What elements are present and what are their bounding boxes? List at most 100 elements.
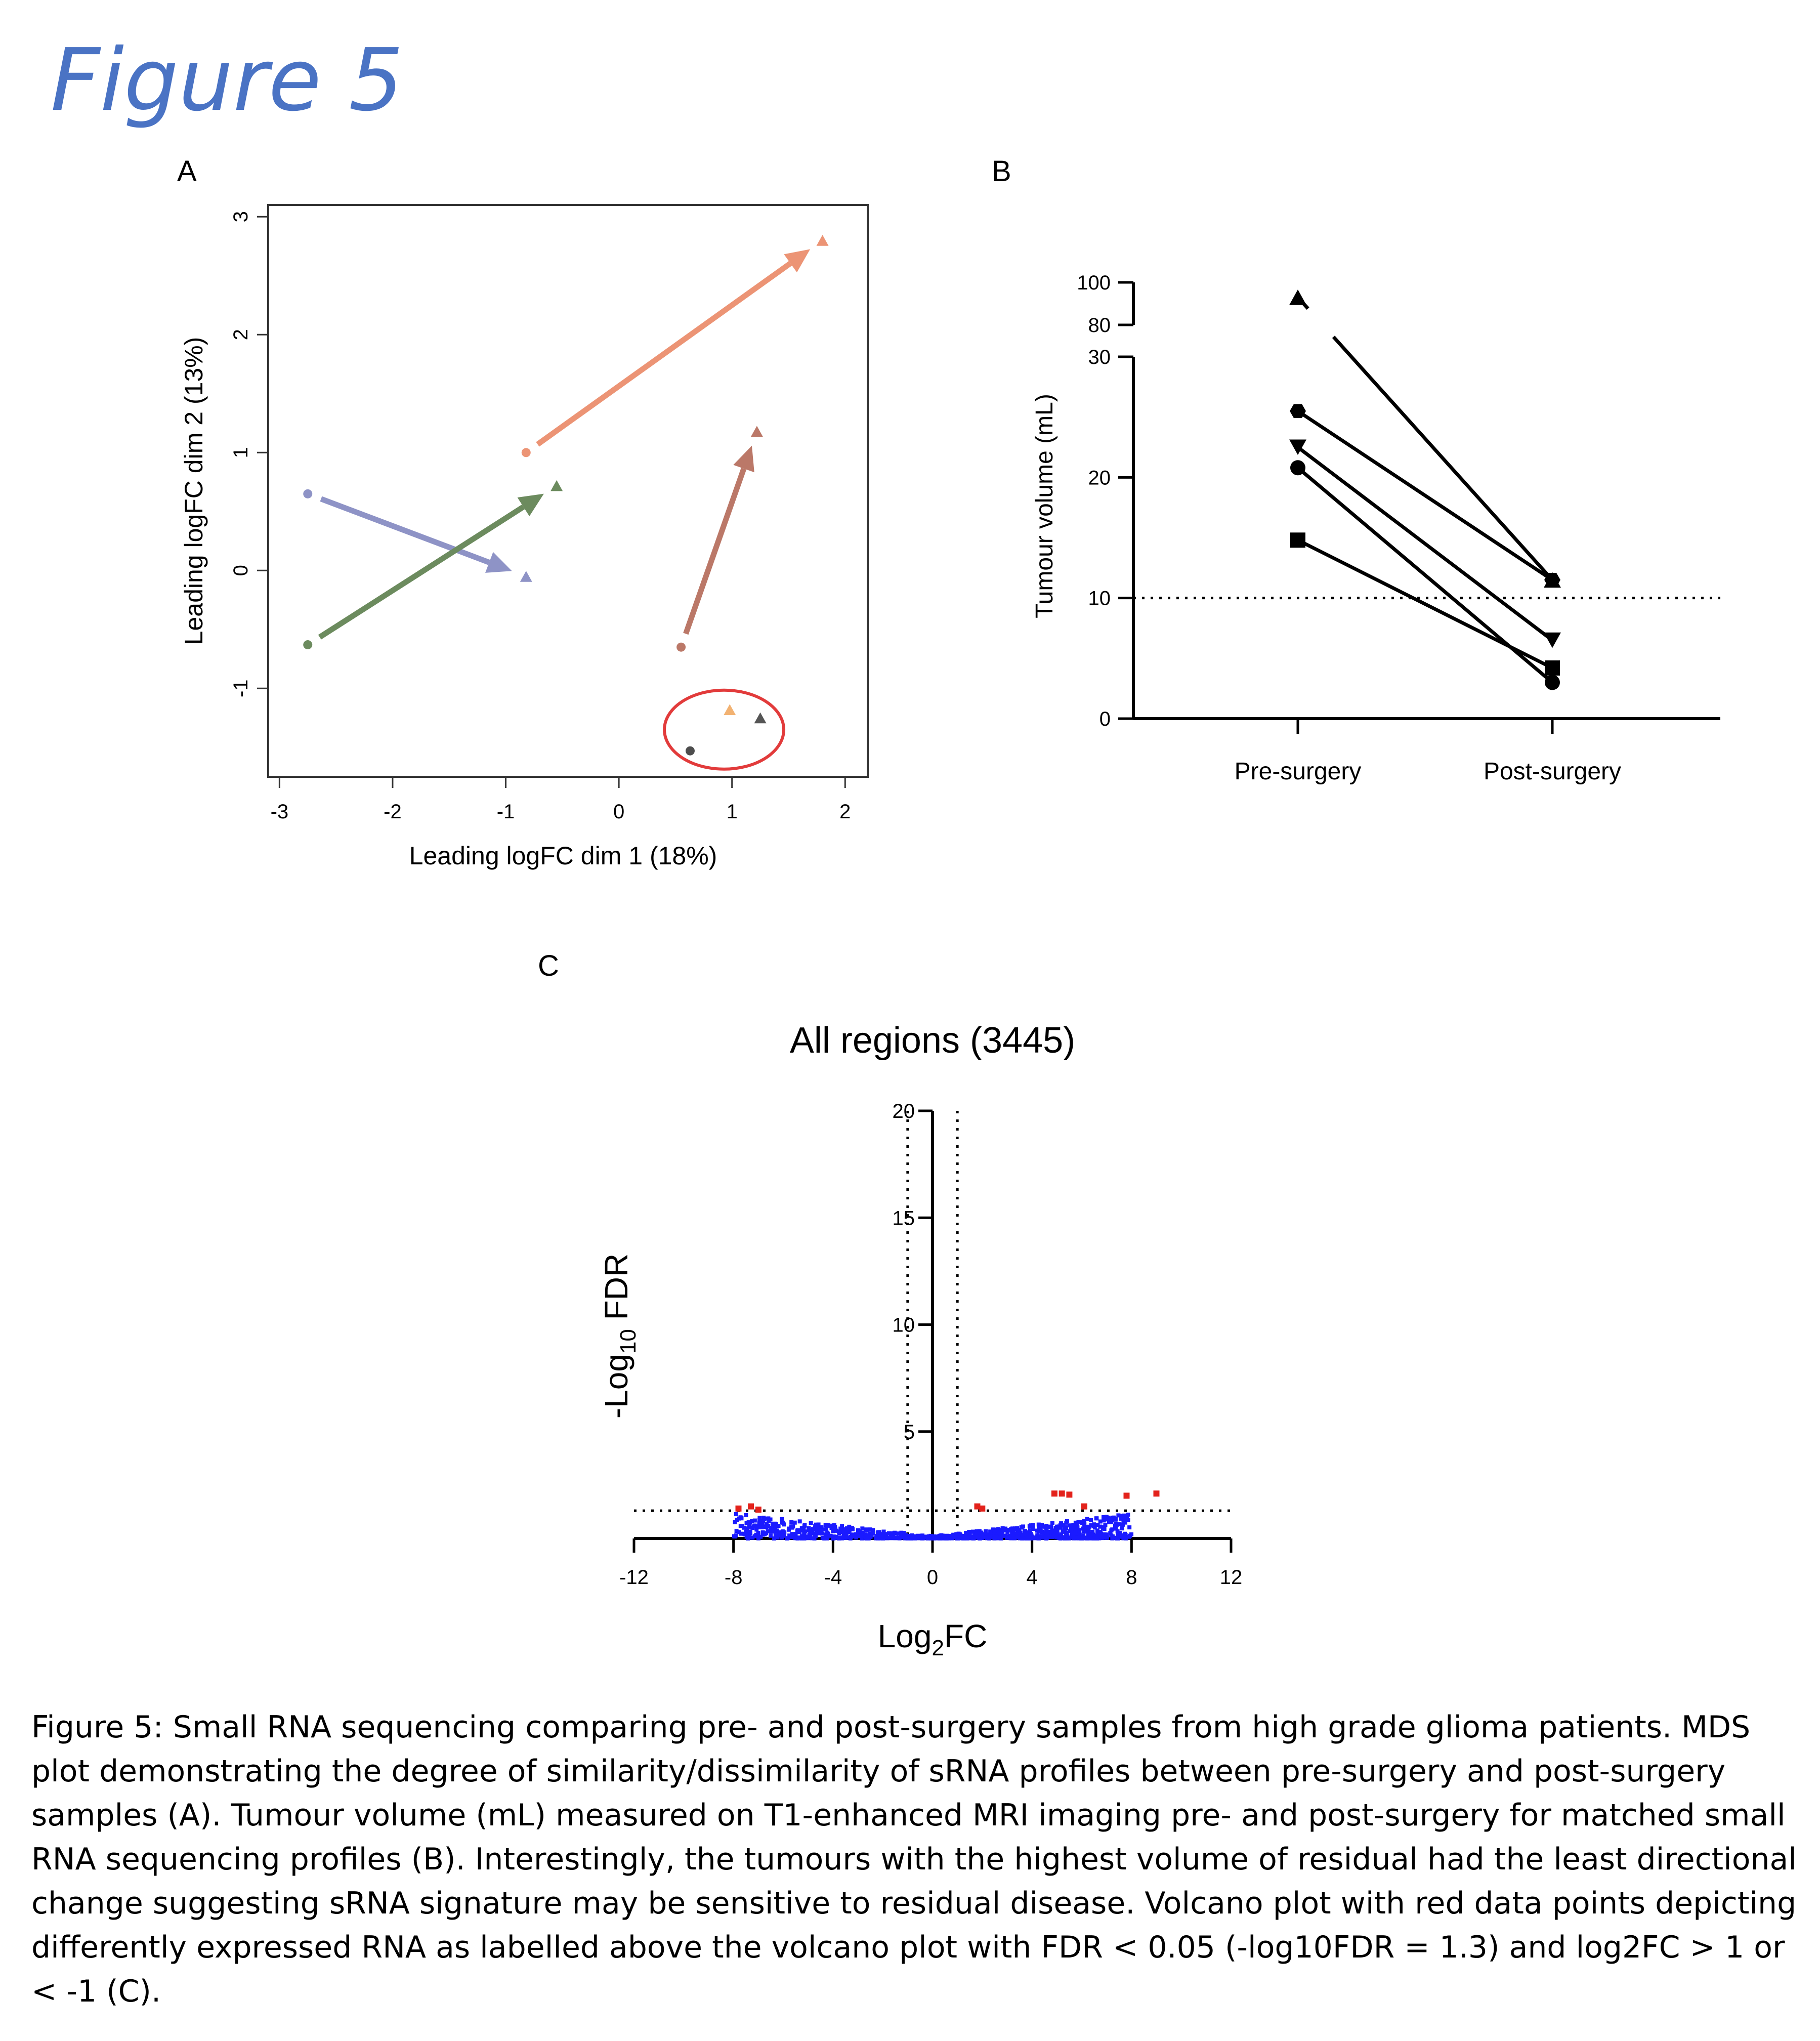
- volcano-point-ns: [984, 1531, 988, 1536]
- volcano-point-ns: [1073, 1520, 1078, 1525]
- volcano-x-tick-label: 8: [1126, 1566, 1137, 1589]
- volcano-point-ns: [854, 1535, 859, 1540]
- tumour-series-line: [1332, 336, 1554, 581]
- volcano-point-ns: [769, 1533, 773, 1538]
- tumour-series-line: [1297, 409, 1553, 581]
- tumour-marker-hexagon: [1544, 573, 1560, 587]
- volcano-point-ns: [1114, 1536, 1119, 1540]
- volcano-point-ns: [1015, 1534, 1020, 1538]
- volcano-point-sig: [1051, 1490, 1057, 1497]
- volcano-point-ns: [771, 1522, 775, 1526]
- volcano-x-axis-label: Log2FC: [878, 1618, 988, 1660]
- mds-post-point: [520, 571, 532, 582]
- volcano-point-ns: [988, 1533, 993, 1537]
- mds-x-axis: -3 -2 -1 0 1 2: [271, 777, 851, 823]
- volcano-point-ns: [965, 1532, 969, 1537]
- volcano-point-ns: [1053, 1532, 1057, 1536]
- volcano-point-ns: [1031, 1527, 1035, 1531]
- volcano-point-ns: [828, 1533, 833, 1538]
- volcano-point-ns: [1006, 1528, 1011, 1533]
- volcano-point-ns: [751, 1524, 756, 1529]
- volcano-point-sig: [979, 1505, 986, 1512]
- volcano-point-ns: [1040, 1535, 1044, 1540]
- volcano-point-ns: [971, 1536, 976, 1540]
- tumour-y-tick-label: 80: [1088, 314, 1111, 337]
- volcano-point-ns: [810, 1536, 814, 1540]
- volcano-point-ns: [1123, 1520, 1128, 1525]
- volcano-point-sig: [1123, 1492, 1130, 1499]
- volcano-point-ns: [1026, 1530, 1031, 1534]
- volcano-point-ns: [1077, 1531, 1082, 1536]
- volcano-y-tick-label: 5: [904, 1421, 915, 1443]
- volcano-point-ns: [1034, 1536, 1039, 1540]
- volcano-point-ns: [780, 1517, 784, 1521]
- volcano-point-ns: [774, 1522, 778, 1526]
- tumour-marker-hexagon: [1290, 404, 1306, 419]
- volcano-point-ns: [998, 1531, 1002, 1536]
- volcano-point-ns: [744, 1526, 749, 1531]
- volcano-point-ns: [968, 1535, 972, 1540]
- volcano-point-ns: [760, 1530, 765, 1534]
- volcano-point-ns: [1104, 1515, 1109, 1519]
- volcano-point-ns: [1005, 1530, 1010, 1535]
- volcano-point-ns: [1088, 1535, 1092, 1539]
- mds-x-tick-label: -3: [271, 801, 289, 823]
- volcano-point-ns: [1051, 1534, 1056, 1539]
- volcano-point-ns: [1095, 1528, 1099, 1533]
- volcano-y-label-pre: -Log: [598, 1354, 634, 1419]
- volcano-point-ns: [1065, 1536, 1069, 1540]
- mds-plot-frame: [267, 204, 869, 778]
- volcano-point-ns: [738, 1524, 743, 1528]
- volcano-point-ns: [744, 1521, 749, 1525]
- volcano-point-ns: [896, 1535, 901, 1540]
- volcano-point-ns: [806, 1536, 810, 1540]
- volcano-point-ns: [868, 1527, 872, 1532]
- volcano-point-ns: [1094, 1535, 1099, 1539]
- volcano-point-ns: [1125, 1516, 1129, 1521]
- volcano-x-tick-label: 12: [1220, 1566, 1243, 1589]
- volcano-point-ns: [761, 1524, 766, 1529]
- volcano-point-ns: [808, 1528, 812, 1532]
- volcano-point-ns: [932, 1536, 936, 1540]
- volcano-point-ns: [784, 1536, 789, 1540]
- volcano-point-ns: [1086, 1527, 1091, 1531]
- volcano-point-ns: [1085, 1517, 1089, 1521]
- volcano-point-ns: [1104, 1517, 1109, 1522]
- volcano-point-ns: [954, 1532, 958, 1537]
- volcano-point-ns: [760, 1522, 765, 1526]
- volcano-point-ns: [745, 1536, 750, 1540]
- volcano-point-ns: [782, 1522, 786, 1527]
- volcano-point-ns: [1061, 1529, 1065, 1534]
- volcano-point-ns: [951, 1533, 956, 1537]
- volcano-point-ns: [782, 1530, 787, 1534]
- volcano-point-ns: [1056, 1535, 1061, 1540]
- volcano-point-ns: [787, 1526, 791, 1531]
- volcano-point-ns: [765, 1522, 769, 1526]
- mds-unpaired-point: [685, 746, 695, 756]
- volcano-point-ns: [1068, 1523, 1072, 1528]
- mds-arrow-line: [683, 468, 747, 635]
- volcano-x-tick-label: -12: [619, 1566, 649, 1589]
- mds-post-point: [816, 235, 829, 246]
- volcano-x-tick-label: -8: [725, 1566, 743, 1589]
- mds-arrow-line: [318, 504, 525, 640]
- volcano-point-ns: [882, 1532, 886, 1537]
- volcano-point-ns: [1075, 1525, 1080, 1530]
- volcano-point-sig: [1059, 1490, 1065, 1497]
- volcano-point-ns: [957, 1536, 961, 1540]
- volcano-point-ns: [1064, 1526, 1069, 1530]
- volcano-y-tick-label: 10: [893, 1314, 915, 1337]
- volcano-point-ns: [884, 1534, 888, 1539]
- volcano-point-ns: [1056, 1524, 1061, 1529]
- volcano-point-ns: [1102, 1516, 1106, 1520]
- volcano-point-ns: [1108, 1517, 1112, 1521]
- volcano-point-ns: [1065, 1519, 1069, 1524]
- volcano-point-ns: [737, 1530, 741, 1534]
- volcano-point-ns: [906, 1535, 911, 1539]
- volcano-point-ns: [979, 1535, 984, 1540]
- volcano-point-ns: [1109, 1533, 1114, 1537]
- figure-caption: Figure 5: Small RNA sequencing comparing…: [31, 1710, 1797, 2009]
- volcano-point-ns: [1116, 1513, 1121, 1518]
- mds-post-point: [551, 480, 563, 491]
- volcano-point-ns: [1076, 1536, 1081, 1540]
